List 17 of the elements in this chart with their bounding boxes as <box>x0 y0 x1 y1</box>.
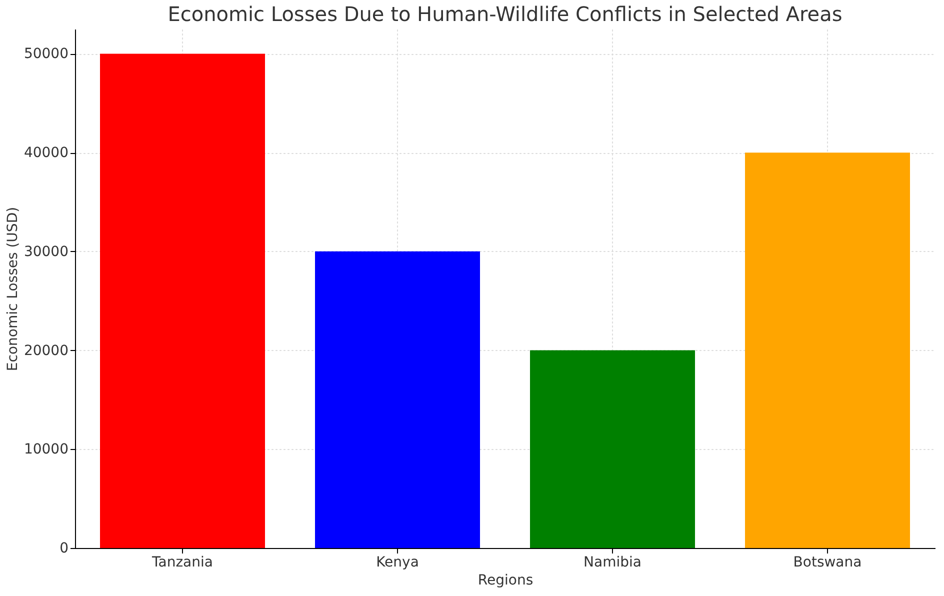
x-tick-label: Namibia <box>584 554 642 570</box>
x-tick-label: Kenya <box>376 554 419 570</box>
y-tick-label: 0 <box>60 540 68 556</box>
x-tick-label: Botswana <box>793 554 862 570</box>
y-tick-label: 40000 <box>24 145 68 162</box>
chart-title: Economic Losses Due to Human-Wildlife Conflicts in Selected Areas <box>168 2 842 26</box>
x-tick-label: Tanzania <box>151 554 213 570</box>
bar <box>100 54 265 548</box>
y-tick-label: 10000 <box>24 442 68 458</box>
y-tick-label: 20000 <box>24 342 68 359</box>
y-axis-title: Economic Losses (USD) <box>4 206 21 372</box>
y-tick-label: 50000 <box>24 46 68 62</box>
bar <box>530 350 695 548</box>
bar <box>745 152 910 548</box>
bar <box>315 251 480 548</box>
x-axis-title: Regions <box>478 572 534 588</box>
y-tick-label: 30000 <box>24 244 68 260</box>
